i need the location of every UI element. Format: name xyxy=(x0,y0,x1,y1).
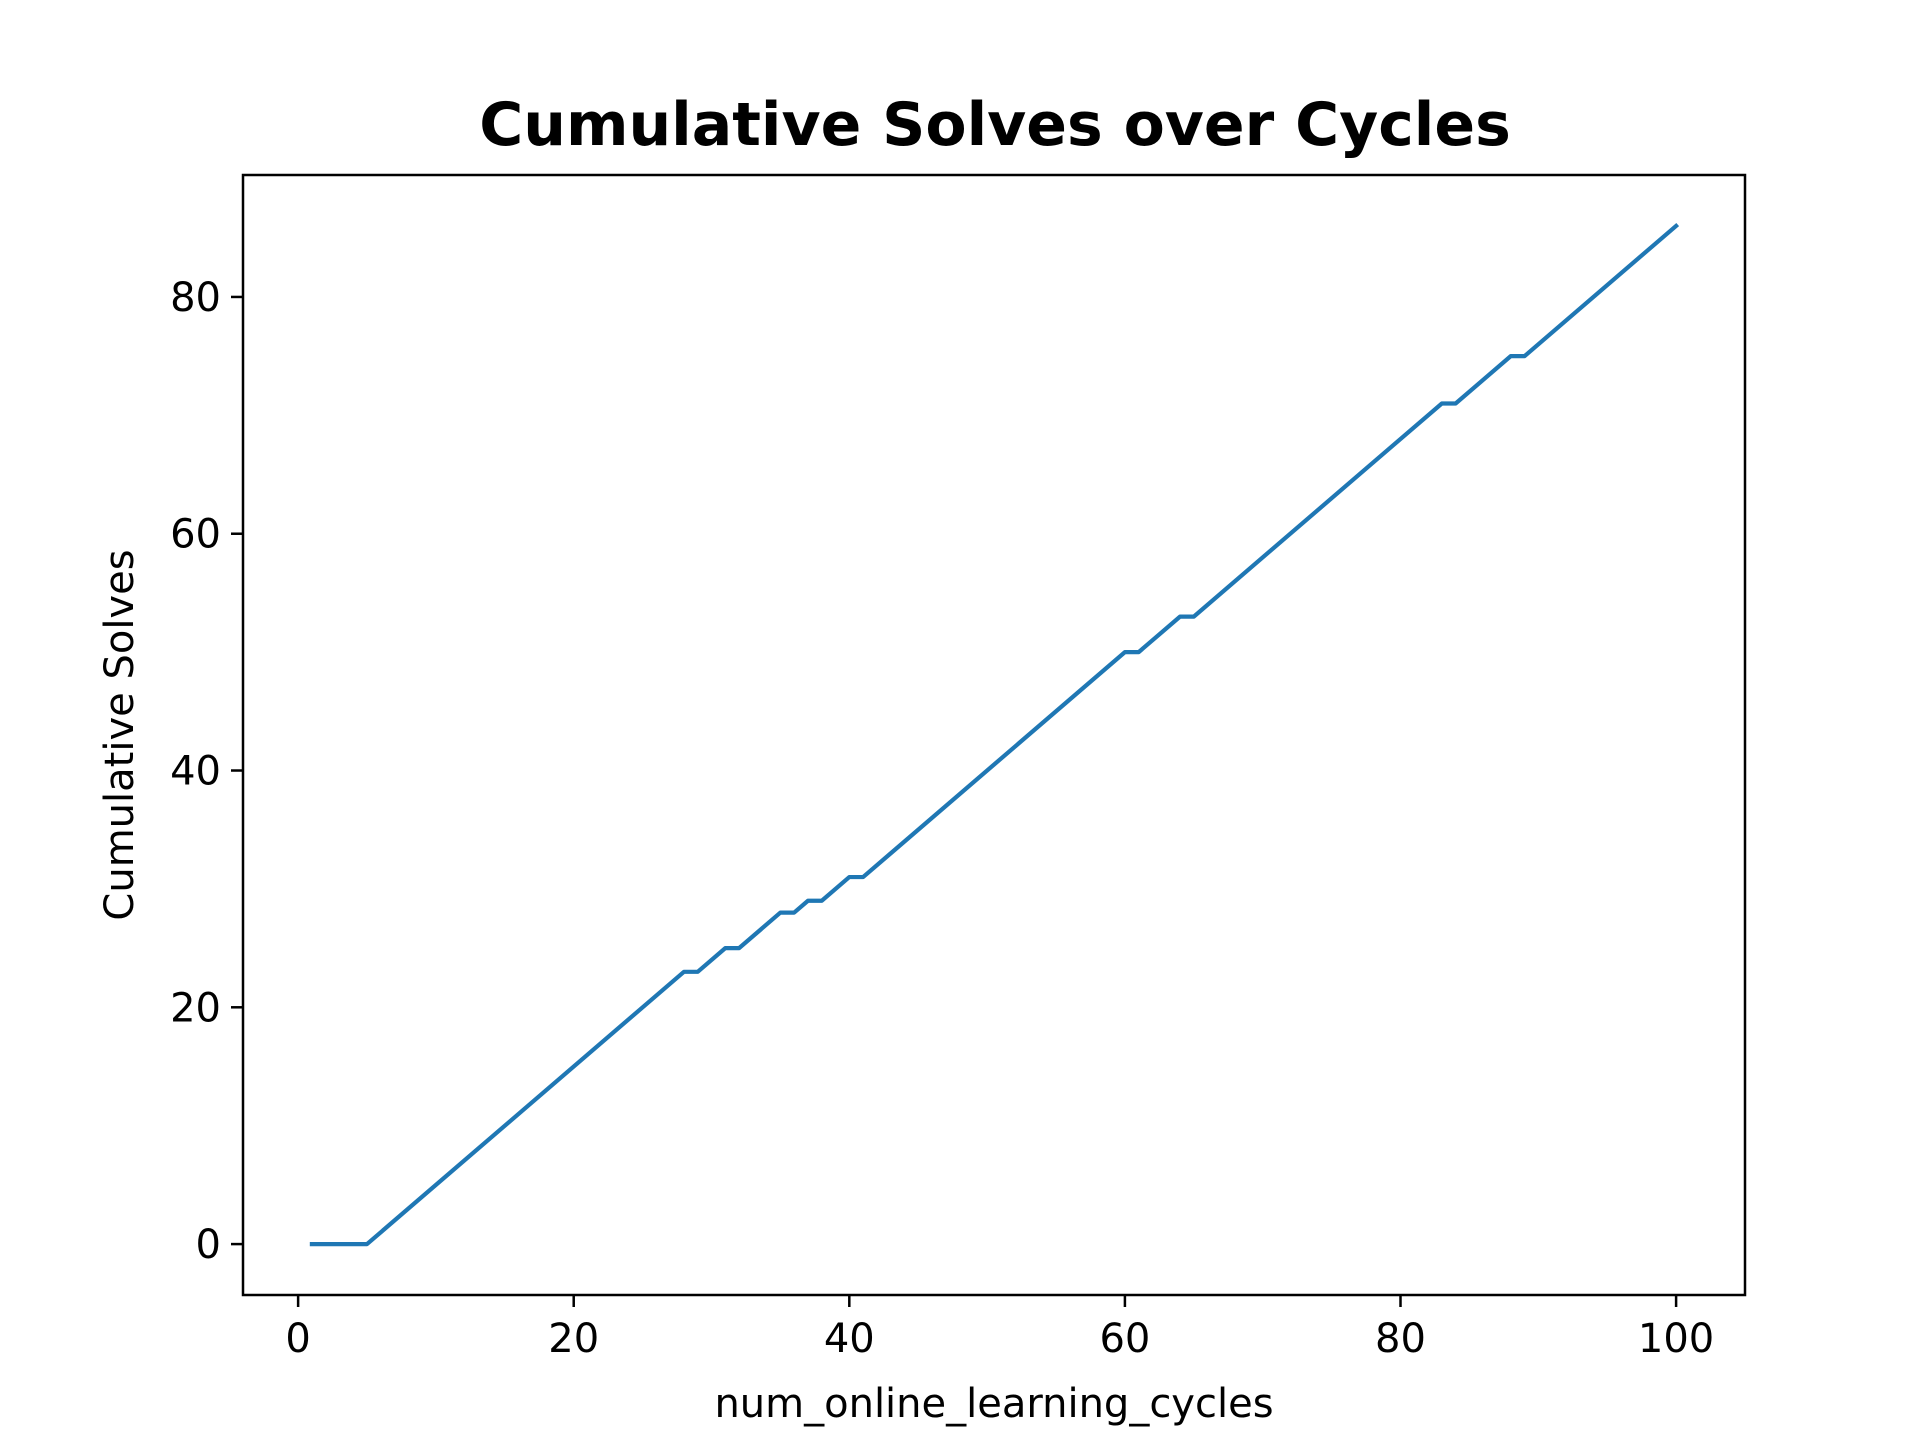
y-axis-label: Cumulative Solves xyxy=(97,549,143,920)
x-tick-label: 80 xyxy=(1375,1316,1426,1362)
y-tick-label: 0 xyxy=(196,1222,221,1268)
x-axis-ticks: 0 20 40 60 80 100 xyxy=(285,1295,1714,1362)
data-series-line xyxy=(309,222,1680,1247)
x-tick-label: 0 xyxy=(285,1316,310,1362)
plot-frame xyxy=(241,173,1747,1297)
plot-area xyxy=(243,175,1745,1295)
y-tick-label: 60 xyxy=(170,512,221,558)
y-axis-ticks: 0 20 40 60 80 xyxy=(170,275,243,1268)
x-axis-label: num_online_learning_cycles xyxy=(714,1381,1273,1427)
y-tick-label: 20 xyxy=(170,985,221,1031)
x-tick-label: 60 xyxy=(1099,1316,1150,1362)
y-tick-label: 80 xyxy=(170,275,221,321)
y-tick-label: 40 xyxy=(170,749,221,795)
x-tick-label: 100 xyxy=(1638,1316,1714,1362)
x-tick-label: 40 xyxy=(824,1316,875,1362)
x-tick-label: 20 xyxy=(548,1316,599,1362)
chart-title: Cumulative Solves over Cycles xyxy=(479,90,1511,160)
